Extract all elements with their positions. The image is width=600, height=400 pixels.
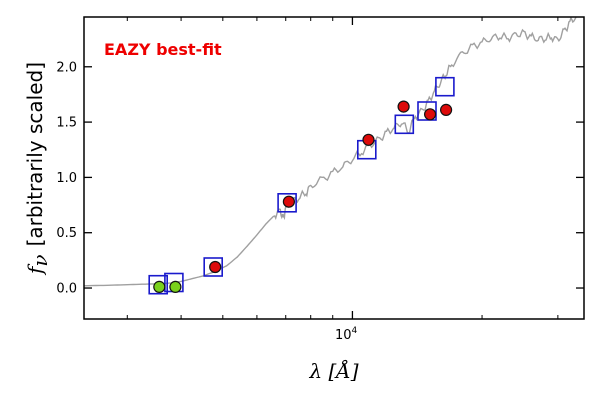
x-tick-base: 10	[335, 328, 352, 343]
observed-photometry-point	[424, 108, 437, 121]
model-photometry-box	[417, 101, 437, 121]
x-axis-label: λ [Å]	[308, 358, 358, 383]
model-photometry-box	[277, 193, 297, 213]
nondetection-point	[169, 280, 182, 293]
observed-photometry-point	[362, 133, 375, 146]
observed-photometry-point	[397, 100, 410, 113]
model-photometry-box	[394, 114, 415, 135]
y-axis-label-text: [arbitrarily scaled]	[23, 62, 47, 246]
chart-annotation: EAZY best-fit	[104, 40, 222, 59]
model-photometry-box	[203, 257, 223, 277]
y-axis-label-sub: ν	[28, 254, 52, 266]
y-axis-label: fν[arbitrarily scaled]	[23, 62, 52, 276]
y-tick-label: 0.0	[56, 282, 77, 297]
observed-photometry-point	[440, 103, 453, 117]
y-tick-label: 2.0	[56, 60, 77, 75]
observed-photometry-point	[282, 195, 295, 208]
model-photometry-box	[435, 76, 455, 97]
y-tick-label: 1.5	[56, 116, 77, 131]
plot-frame	[83, 16, 585, 320]
x-tick-exponent: 4	[352, 326, 358, 336]
y-tick-label: 1.0	[56, 171, 77, 186]
x-tick-label-major: 104	[335, 326, 358, 343]
model-photometry-box	[148, 274, 168, 295]
observed-photometry-point	[209, 260, 222, 274]
nondetection-point	[153, 280, 166, 293]
y-tick-label: 0.5	[56, 226, 77, 241]
